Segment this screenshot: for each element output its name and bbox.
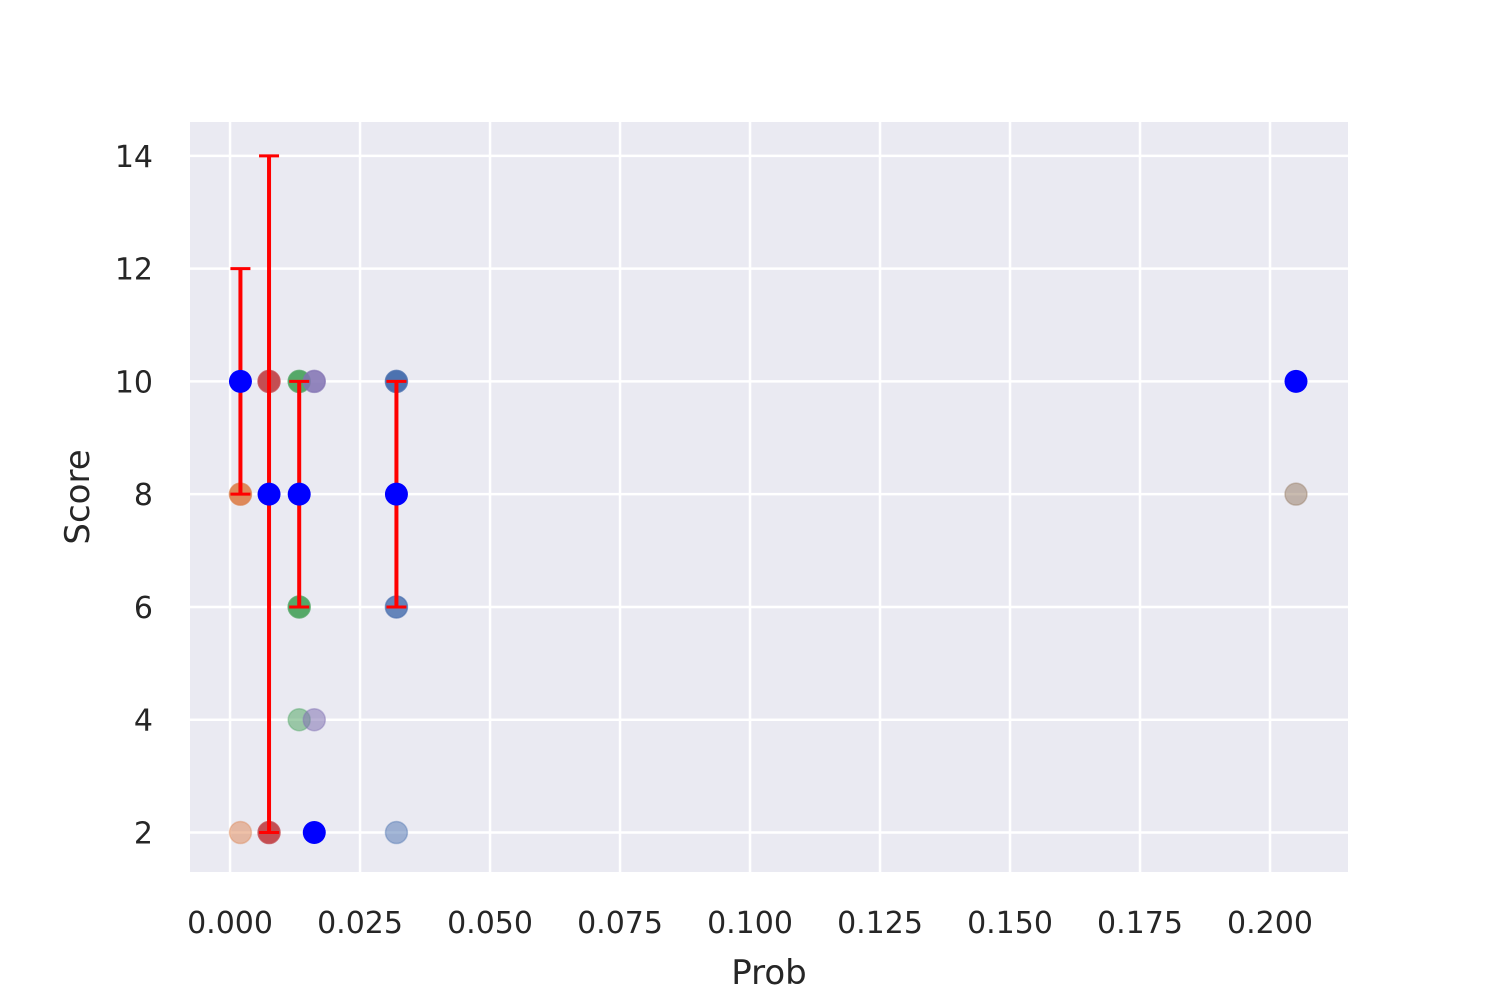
mean-point (287, 482, 311, 506)
x-tick-label: 0.025 (317, 906, 403, 941)
mean-points (228, 369, 1308, 845)
y-tick-label: 6 (134, 591, 153, 626)
x-tick-label: 0.125 (837, 906, 923, 941)
x-tick-label: 0.175 (1097, 906, 1183, 941)
y-axis-label: Score (58, 449, 98, 544)
mean-point (384, 482, 408, 506)
data-point (1284, 482, 1308, 506)
y-tick-label: 2 (134, 817, 153, 852)
mean-point (257, 482, 281, 506)
x-tick-label: 0.050 (447, 906, 533, 941)
y-axis-ticks: 2 4 6 8 10 12 14 (115, 140, 153, 852)
x-axis-label: Prob (731, 953, 807, 993)
mean-point (1284, 369, 1308, 393)
y-tick-label: 4 (134, 704, 153, 739)
y-tick-label: 12 (115, 253, 153, 288)
x-tick-label: 0.000 (187, 906, 273, 941)
data-points (228, 369, 1308, 845)
x-tick-label: 0.200 (1227, 906, 1313, 941)
y-tick-label: 8 (134, 478, 153, 513)
x-axis-ticks: 0.000 0.025 0.050 0.075 0.100 0.125 0.150 0.175… (187, 906, 1313, 941)
plot-area (190, 122, 1348, 872)
y-tick-label: 10 (115, 365, 153, 400)
data-point (384, 820, 409, 845)
x-tick-label: 0.075 (577, 906, 663, 941)
x-tick-label: 0.100 (707, 906, 793, 941)
x-tick-label: 0.150 (967, 906, 1053, 941)
grid-lines (190, 122, 1348, 872)
mean-point (228, 369, 252, 393)
y-tick-label: 14 (115, 140, 153, 175)
mean-point (302, 821, 326, 845)
data-point (228, 820, 253, 845)
data-point (302, 707, 327, 732)
